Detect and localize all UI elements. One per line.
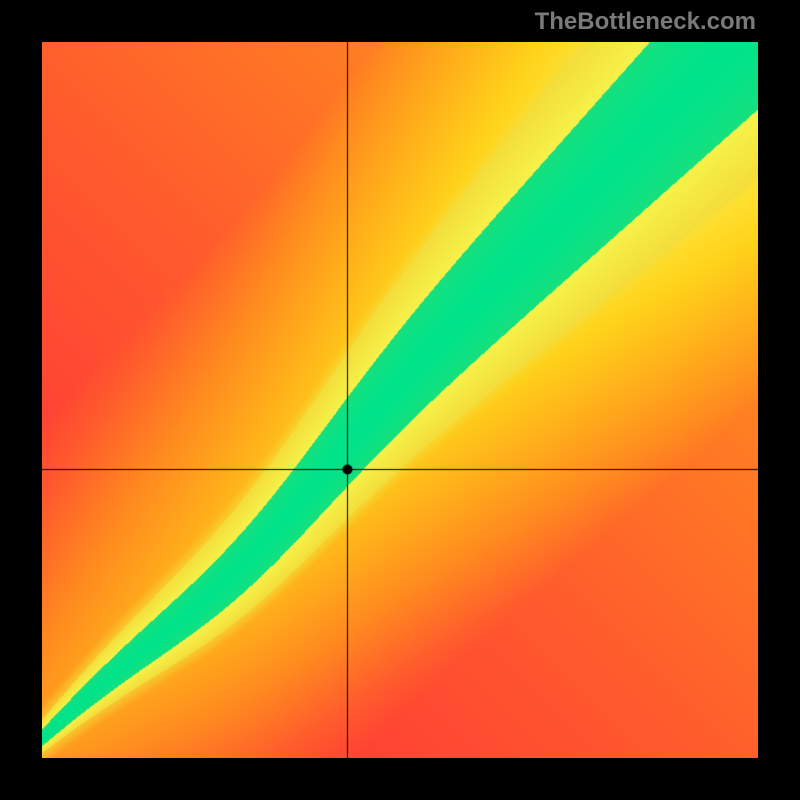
bottleneck-heatmap xyxy=(42,42,758,758)
watermark-text: TheBottleneck.com xyxy=(535,8,756,36)
